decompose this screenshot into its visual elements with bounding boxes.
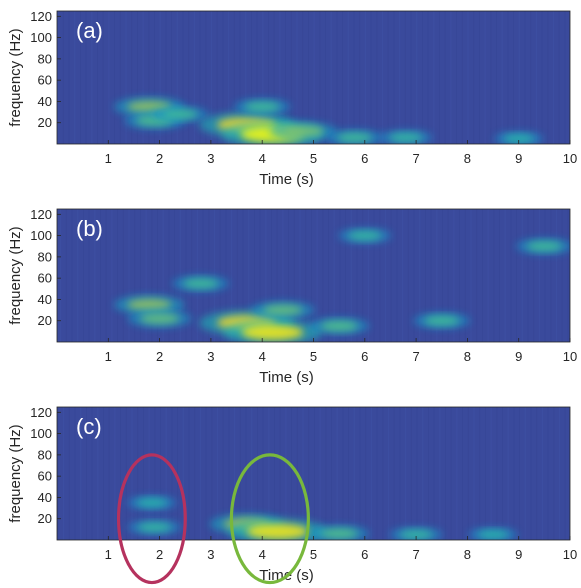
- energy-core: [139, 313, 180, 324]
- x-tick-label: 6: [361, 547, 368, 562]
- y-tick-label: 80: [38, 447, 52, 462]
- energy-core: [389, 133, 423, 143]
- x-tick-label: 1: [105, 349, 112, 364]
- y-tick-label: 100: [30, 426, 52, 441]
- energy-core: [320, 528, 358, 539]
- panel-a: 1 2 3 4 5 6 7 8 9 10 20 40 60 80 100 120 Time (s) frequen…: [7, 9, 577, 188]
- x-tick-label: 3: [207, 151, 214, 166]
- x-tick-label: 6: [361, 349, 368, 364]
- panel-label: (b): [76, 216, 103, 241]
- x-tick-label: 1: [105, 151, 112, 166]
- x-tick-label: 10: [563, 151, 577, 166]
- x-tick-label: 2: [156, 151, 163, 166]
- energy-core: [424, 315, 460, 326]
- energy-core: [136, 498, 168, 508]
- panel-b: 1 2 3 4 5 6 7 8 9 10 20 40 60 80 100 120 Time (s) frequen…: [7, 207, 577, 386]
- y-tick-label: 80: [38, 51, 52, 66]
- x-tick-label: 10: [563, 349, 577, 364]
- energy-core: [348, 231, 382, 241]
- energy-core: [127, 299, 172, 311]
- y-tick-label: 120: [30, 207, 52, 222]
- energy-core: [320, 321, 358, 332]
- x-tick-label: 8: [464, 547, 471, 562]
- x-tick-label: 4: [259, 151, 266, 166]
- y-tick-label: 40: [38, 490, 52, 505]
- y-tick-label: 40: [38, 292, 52, 307]
- energy-core: [244, 102, 280, 112]
- y-tick-label: 20: [38, 511, 52, 526]
- y-tick-label: 60: [38, 271, 52, 286]
- y-tick-label: 100: [30, 30, 52, 45]
- energy-core: [182, 278, 219, 289]
- x-tick-label: 5: [310, 349, 317, 364]
- x-tick-label: 4: [259, 349, 266, 364]
- x-tick-label: 9: [515, 547, 522, 562]
- x-tick-label: 9: [515, 349, 522, 364]
- y-axis-label: frequency (Hz): [7, 226, 24, 324]
- x-tick-label: 10: [563, 547, 577, 562]
- panel-label: (a): [76, 18, 103, 43]
- energy-core: [282, 125, 325, 137]
- annotation-ellipse-red: [116, 453, 187, 585]
- y-axis-label: frequency (Hz): [7, 28, 24, 126]
- x-tick-label: 6: [361, 151, 368, 166]
- x-tick-label: 1: [105, 547, 112, 562]
- x-tick-label: 3: [207, 349, 214, 364]
- x-tick-label: 2: [156, 547, 163, 562]
- x-tick-label: 8: [464, 151, 471, 166]
- y-tick-label: 40: [38, 94, 52, 109]
- x-tick-label: 5: [310, 151, 317, 166]
- energy-core: [262, 304, 303, 316]
- annotation-ellipse-green: [229, 453, 310, 585]
- y-tick-label: 20: [38, 313, 52, 328]
- plot-background: [57, 407, 570, 540]
- y-tick-label: 20: [38, 115, 52, 130]
- y-tick-label: 80: [38, 249, 52, 264]
- y-tick-label: 120: [30, 9, 52, 24]
- background-texture: [57, 11, 566, 144]
- spectral-energy: [113, 96, 544, 144]
- y-tick-label: 100: [30, 228, 52, 243]
- y-axis-label: frequency (Hz): [7, 424, 24, 522]
- energy-core: [399, 530, 433, 540]
- x-axis-label: Time (s): [259, 171, 313, 188]
- spectral-energy: [127, 495, 518, 540]
- energy-core: [246, 523, 309, 540]
- energy-core: [477, 530, 509, 539]
- x-tick-label: 7: [412, 547, 419, 562]
- energy-core: [503, 134, 535, 143]
- x-tick-label: 8: [464, 349, 471, 364]
- x-tick-label: 5: [310, 547, 317, 562]
- y-tick-label: 60: [38, 73, 52, 88]
- x-tick-label: 7: [412, 151, 419, 166]
- spectral-energy: [113, 227, 570, 342]
- background-texture: [57, 407, 566, 540]
- x-axis-label: Time (s): [259, 369, 313, 386]
- x-tick-label: 3: [207, 547, 214, 562]
- y-tick-label: 60: [38, 469, 52, 484]
- y-tick-label: 120: [30, 405, 52, 420]
- energy-core: [162, 109, 198, 119]
- energy-core: [137, 522, 172, 532]
- panel-label: (c): [76, 414, 102, 439]
- energy-core: [526, 241, 563, 251]
- x-tick-label: 9: [515, 151, 522, 166]
- x-tick-label: 7: [412, 349, 419, 364]
- energy-core: [241, 324, 304, 341]
- x-tick-label: 2: [156, 349, 163, 364]
- energy-core: [336, 132, 373, 143]
- x-tick-label: 4: [259, 547, 266, 562]
